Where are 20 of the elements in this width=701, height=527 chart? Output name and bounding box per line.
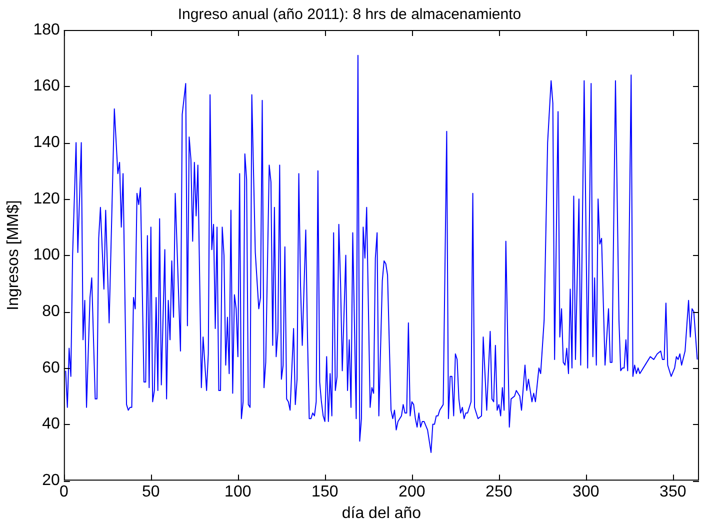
y-tick-label: 140 <box>33 134 60 152</box>
x-tick-label: 250 <box>486 484 512 501</box>
y-tick-label: 120 <box>33 190 60 208</box>
y-tick-label: 180 <box>33 21 60 38</box>
x-tick-label: 100 <box>224 484 252 501</box>
y-tick-label: 80 <box>42 303 60 320</box>
chart-title: Ingreso anual (año 2011): 8 hrs de almacenamiento <box>178 6 522 24</box>
y-axis-title: Ingresos [MM$] <box>5 200 22 310</box>
x-axis-title: día del año <box>342 504 422 522</box>
x-tick-label: 50 <box>142 484 160 501</box>
y-tick-label: 40 <box>42 416 60 433</box>
y-tick-label: 60 <box>42 359 60 376</box>
x-tick-label: 150 <box>312 484 338 501</box>
y-tick-label: 160 <box>33 78 60 95</box>
x-tick-label: 0 <box>59 484 68 501</box>
x-tick-label: 200 <box>398 484 426 501</box>
y-tick-label: 20 <box>42 472 60 490</box>
y-tick-label: 100 <box>33 246 60 264</box>
x-tick-label: 300 <box>572 484 600 501</box>
x-tick-label: 350 <box>660 484 686 501</box>
